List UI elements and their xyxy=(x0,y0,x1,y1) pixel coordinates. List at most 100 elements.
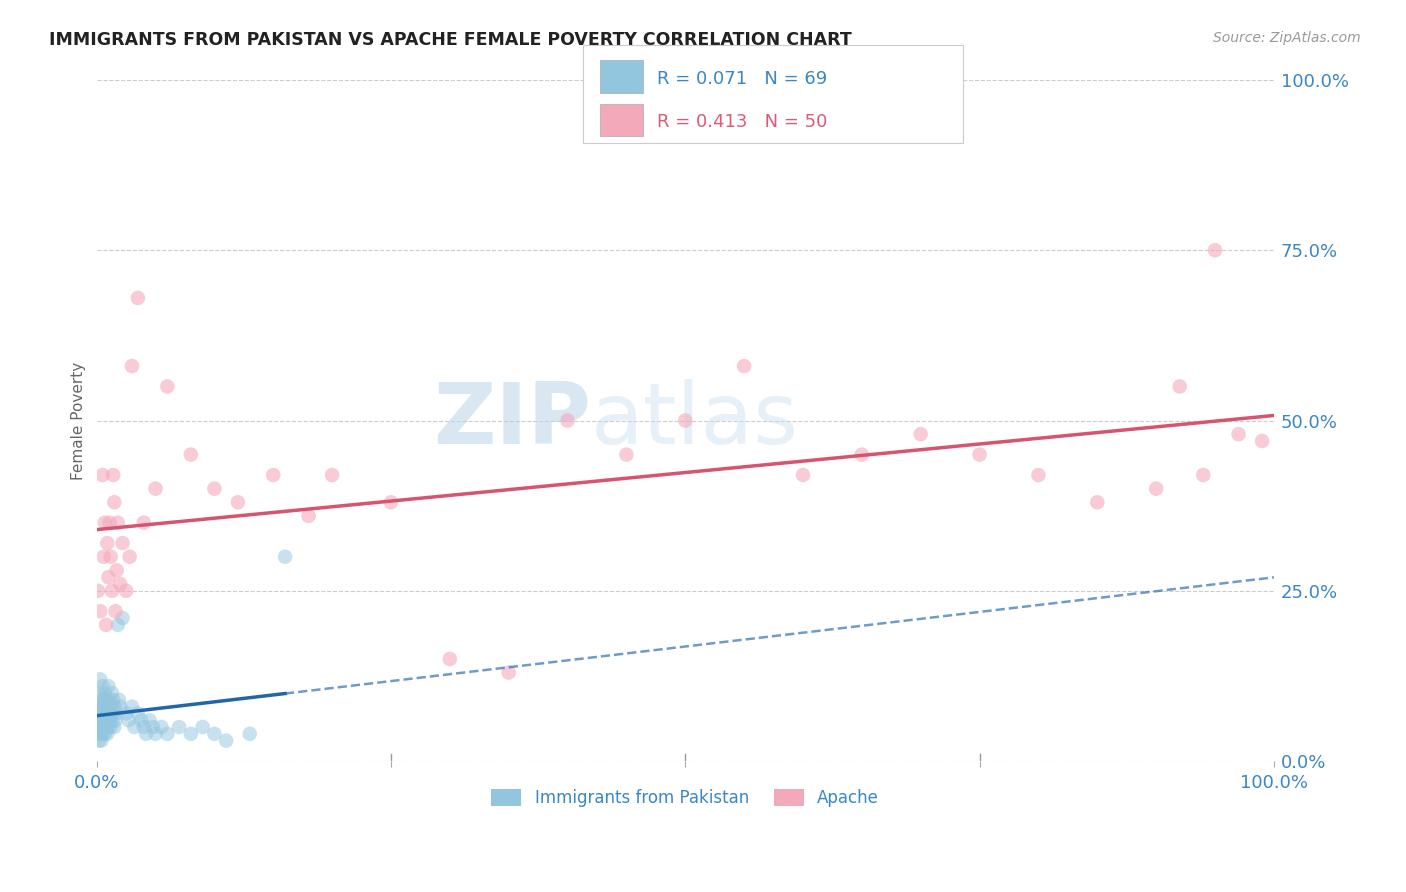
Point xyxy=(733,359,755,373)
Text: R = 0.071   N = 69: R = 0.071 N = 69 xyxy=(657,70,827,88)
Point xyxy=(108,693,131,707)
Text: Source: ZipAtlas.com: Source: ZipAtlas.com xyxy=(1213,31,1361,45)
Point xyxy=(108,699,131,714)
Point xyxy=(98,713,121,727)
Point xyxy=(87,727,110,741)
Point xyxy=(100,699,122,714)
Point xyxy=(117,713,139,727)
Point xyxy=(262,468,284,483)
Point xyxy=(115,583,138,598)
Point xyxy=(96,727,118,741)
Point xyxy=(98,516,121,530)
Legend: Immigrants from Pakistan, Apache: Immigrants from Pakistan, Apache xyxy=(485,782,886,814)
Point xyxy=(93,693,115,707)
Point xyxy=(1028,468,1050,483)
Point xyxy=(127,706,149,721)
Text: ZIP: ZIP xyxy=(433,379,591,462)
Point xyxy=(87,686,110,700)
Point xyxy=(118,549,141,564)
Point xyxy=(97,706,120,721)
Point xyxy=(93,720,115,734)
Point xyxy=(101,713,124,727)
Point xyxy=(145,482,167,496)
Point xyxy=(104,713,127,727)
Point xyxy=(89,604,111,618)
Point xyxy=(108,577,131,591)
Point xyxy=(101,686,124,700)
Point xyxy=(498,665,520,680)
Point xyxy=(215,733,238,747)
Point xyxy=(87,706,110,721)
Point xyxy=(180,448,202,462)
Point xyxy=(90,693,112,707)
Point xyxy=(1144,482,1167,496)
Point xyxy=(94,516,117,530)
Point xyxy=(910,427,932,442)
Point xyxy=(127,291,149,305)
Point xyxy=(98,693,121,707)
Point xyxy=(87,720,110,734)
Point xyxy=(202,727,225,741)
Point xyxy=(1192,468,1215,483)
Point xyxy=(96,536,118,550)
Point xyxy=(91,699,114,714)
Point xyxy=(107,618,129,632)
Point xyxy=(101,706,124,721)
Point xyxy=(180,727,202,741)
Point xyxy=(1204,244,1226,258)
Text: IMMIGRANTS FROM PAKISTAN VS APACHE FEMALE POVERTY CORRELATION CHART: IMMIGRANTS FROM PAKISTAN VS APACHE FEMAL… xyxy=(49,31,852,49)
Point xyxy=(93,706,115,721)
Point xyxy=(131,713,153,727)
Point xyxy=(135,727,157,741)
Point xyxy=(87,583,110,598)
Point xyxy=(90,733,112,747)
Y-axis label: Female Poverty: Female Poverty xyxy=(72,361,86,480)
Point xyxy=(156,379,179,393)
Point xyxy=(616,448,638,462)
Point xyxy=(89,713,111,727)
Point xyxy=(91,679,114,693)
Point xyxy=(94,713,117,727)
Point xyxy=(103,720,125,734)
Point xyxy=(100,549,122,564)
Point xyxy=(91,713,114,727)
Point xyxy=(97,570,120,584)
Point xyxy=(91,727,114,741)
Point xyxy=(167,720,190,734)
Point xyxy=(90,720,112,734)
Point xyxy=(87,733,110,747)
Text: R = 0.413   N = 50: R = 0.413 N = 50 xyxy=(657,113,827,131)
Text: atlas: atlas xyxy=(591,379,799,462)
Point xyxy=(94,686,117,700)
Point xyxy=(100,720,122,734)
Point xyxy=(439,652,461,666)
Point xyxy=(89,699,111,714)
Point xyxy=(89,727,111,741)
Point xyxy=(851,448,873,462)
Point xyxy=(101,468,124,483)
Point xyxy=(1251,434,1274,448)
Point xyxy=(111,611,134,625)
Point xyxy=(150,720,173,734)
Point xyxy=(111,536,134,550)
Point xyxy=(138,713,160,727)
Point xyxy=(297,508,319,523)
Point xyxy=(87,699,110,714)
Point xyxy=(97,720,120,734)
Point xyxy=(380,495,402,509)
Point xyxy=(557,413,579,427)
Point xyxy=(115,706,138,721)
Point xyxy=(94,706,117,721)
Point xyxy=(87,713,110,727)
Point xyxy=(103,699,125,714)
Point xyxy=(191,720,214,734)
Point xyxy=(673,413,696,427)
Point xyxy=(94,693,117,707)
Point xyxy=(145,727,167,741)
Point xyxy=(104,604,127,618)
Point xyxy=(91,468,114,483)
Point xyxy=(321,468,343,483)
Point xyxy=(105,706,128,721)
Point xyxy=(1227,427,1250,442)
Point xyxy=(107,516,129,530)
